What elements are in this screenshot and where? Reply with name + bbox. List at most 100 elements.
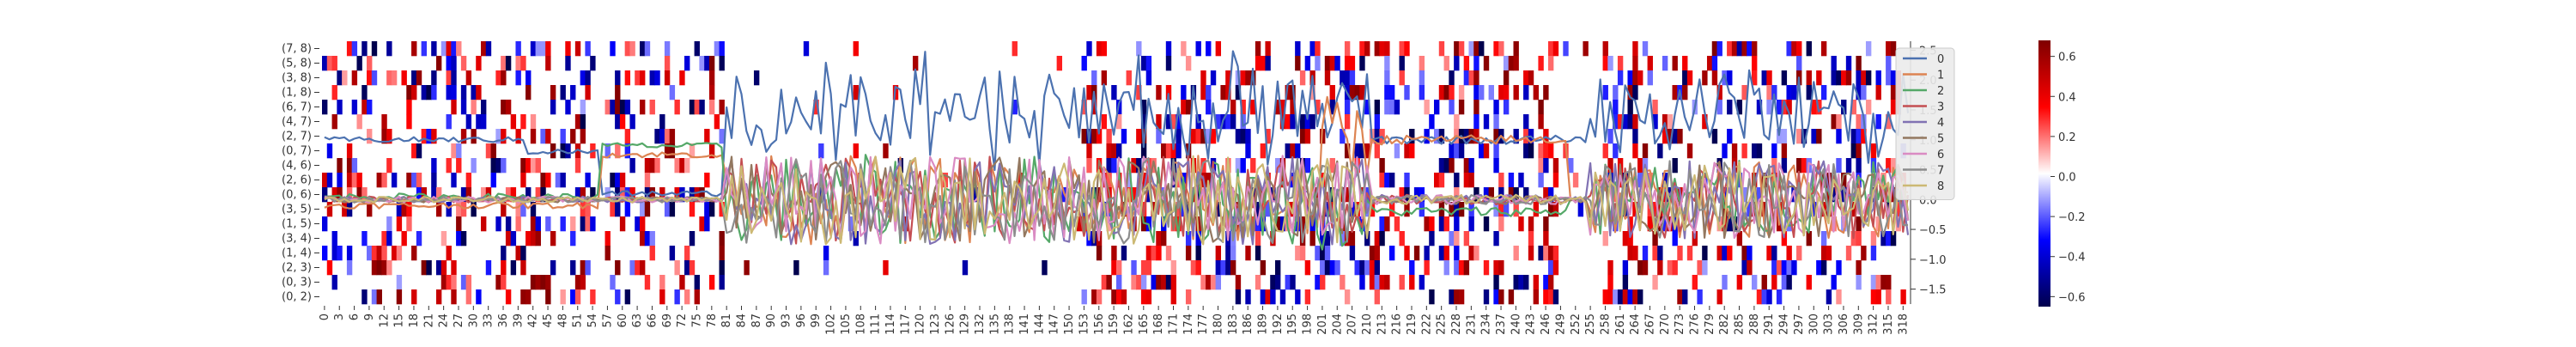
x-tick-label: 141	[1018, 314, 1031, 335]
heatmap-cell	[1206, 275, 1212, 290]
heatmap-cell	[396, 246, 403, 261]
heatmap-cell	[550, 100, 556, 115]
heatmap-cell	[1796, 129, 1802, 144]
heatmap-cell	[585, 41, 591, 57]
heatmap-cell	[1632, 246, 1638, 261]
heatmap-cell	[530, 114, 537, 130]
heatmap-cell	[1304, 289, 1311, 305]
heatmap-cell	[1642, 143, 1649, 159]
heatmap-cell	[1498, 173, 1504, 188]
heatmap-cell	[1131, 260, 1137, 276]
heatmap-cell	[1662, 187, 1668, 203]
heatmap-cell	[1523, 70, 1529, 86]
heatmap-cell	[615, 289, 621, 305]
heatmap-cell	[1374, 260, 1381, 276]
heatmap-cell	[1677, 246, 1683, 261]
heatmap-cell	[411, 289, 417, 305]
heatmap-cell	[490, 143, 496, 159]
heatmap-cell	[689, 260, 696, 276]
heatmap-cell	[823, 246, 829, 261]
x-tick-label: 72	[676, 314, 689, 328]
heatmap-cell	[1622, 114, 1629, 130]
heatmap-cell	[1379, 41, 1385, 57]
heatmap-cell	[1245, 143, 1251, 159]
heatmap-cell	[1096, 246, 1103, 261]
heatmap-cell	[540, 41, 546, 57]
heatmap-cell	[456, 202, 462, 217]
heatmap-cell	[1836, 260, 1842, 276]
heatmap-cell	[1369, 260, 1376, 276]
heatmap-cell	[1607, 289, 1613, 305]
heatmap-cell	[684, 260, 690, 276]
heatmap-cell	[580, 70, 586, 86]
heatmap-cell	[1384, 56, 1390, 71]
right-y-tick-label: −1.5	[1919, 284, 1947, 297]
heatmap-cell	[1533, 85, 1540, 100]
heatmap-cell	[719, 129, 725, 144]
heatmap-cell	[1210, 129, 1217, 144]
heatmap-cell	[1552, 260, 1559, 276]
heatmap-cell	[356, 173, 362, 188]
heatmap-cell	[1449, 289, 1455, 305]
heatmap-cell	[1776, 260, 1783, 276]
heatmap-cell	[1756, 100, 1763, 115]
heatmap-cell	[1165, 275, 1172, 290]
heatmap-cell	[1856, 85, 1862, 100]
heatmap-cell	[694, 275, 700, 290]
heatmap-cell	[1771, 143, 1777, 159]
heatmap-cell	[1156, 129, 1162, 144]
heatmap-cell	[1508, 289, 1515, 305]
heatmap-cell	[610, 41, 616, 57]
heatmap-cell	[1875, 85, 1881, 100]
heatmap-cell	[649, 158, 655, 174]
colorbar-tick-label: −0.6	[2058, 291, 2086, 304]
heatmap-cell	[1493, 41, 1499, 57]
heatmap-cell	[386, 41, 392, 57]
heatmap-cell	[1850, 100, 1857, 115]
heatmap-cell	[1195, 187, 1201, 203]
heatmap-cell	[1081, 129, 1087, 144]
heatmap-cell	[1384, 275, 1390, 290]
heatmap-cell	[481, 100, 487, 115]
heatmap-cell	[1841, 173, 1847, 188]
heatmap-cell	[708, 100, 715, 115]
heatmap-cell	[1438, 173, 1445, 188]
x-tick-label: 36	[497, 314, 510, 328]
heatmap-cell	[386, 260, 392, 276]
x-tick-label: 51	[572, 314, 585, 328]
heatmap-cell	[1404, 85, 1410, 100]
heatmap-cell	[1419, 70, 1425, 86]
heatmap-cell	[699, 100, 705, 115]
heatmap-cell	[1101, 275, 1108, 290]
heatmap-cell	[361, 289, 368, 305]
heatmap-cell	[1379, 216, 1385, 232]
heatmap-cell	[1354, 85, 1360, 100]
heatmap-cell	[451, 260, 457, 276]
heatmap-cell	[570, 231, 576, 247]
x-tick-label: 315	[1882, 314, 1895, 335]
heatmap-cell	[495, 158, 501, 174]
heatmap-cell	[1563, 41, 1569, 57]
heatmap-cell	[1181, 100, 1187, 115]
heatmap-cell	[1076, 216, 1083, 232]
heatmap-cell	[719, 41, 725, 57]
heatmap-cell	[1488, 187, 1494, 203]
x-tick-label: 18	[408, 314, 421, 328]
heatmap-cell	[1176, 143, 1182, 159]
heatmap-cell	[1791, 85, 1797, 100]
heatmap-cell	[351, 158, 358, 174]
heatmap-cell	[1850, 143, 1857, 159]
heatmap-cell	[744, 260, 750, 276]
heatmap-cell	[1856, 56, 1862, 71]
heatmap-cell	[1404, 41, 1410, 57]
heatmap-cell	[1250, 100, 1256, 115]
heatmap-cell	[1145, 289, 1152, 305]
heatmap-cell	[1304, 158, 1311, 174]
heatmap-cell	[1215, 114, 1222, 130]
heatmap-cell	[391, 173, 398, 188]
heatmap-cell	[1836, 70, 1842, 86]
heatmap-cell	[550, 260, 556, 276]
heatmap-cell	[1429, 216, 1435, 232]
heatmap-cell	[1657, 143, 1663, 159]
heatmap-cell	[331, 231, 337, 247]
